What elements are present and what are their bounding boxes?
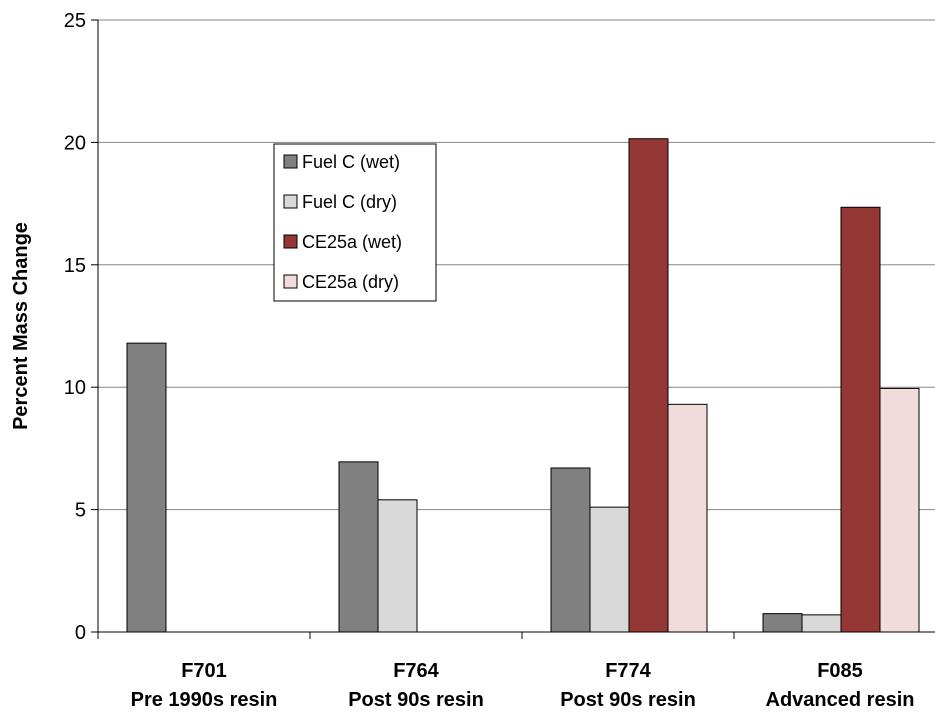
y-tick-label: 5 (75, 500, 86, 522)
x-tick-label: Advanced resin (766, 689, 915, 711)
legend-swatch (283, 234, 298, 249)
y-tick-label: 20 (64, 132, 86, 154)
bar (550, 467, 591, 633)
y-tick-labels: 0 5 10 15 20 25 (64, 10, 86, 644)
bar (879, 387, 920, 633)
bar (628, 138, 669, 633)
legend-entry: CE25a (wet) (302, 232, 402, 252)
bar (338, 461, 379, 633)
legend-entry: Fuel C (dry) (302, 192, 397, 212)
y-tick-label: 25 (64, 10, 86, 32)
legend: Fuel C (wet) Fuel C (dry) CE25a (wet) CE25a… (273, 143, 437, 302)
axes (91, 19, 935, 639)
bar (589, 506, 630, 633)
x-tick-label: F701 (181, 660, 227, 682)
x-tick-label: F774 (605, 660, 651, 682)
bar (801, 614, 842, 633)
y-tick-label: 15 (64, 255, 86, 277)
legend-swatch (283, 274, 298, 289)
x-category-labels: F701 Pre 1990s resin F764 Post 90s resin F77… (131, 660, 915, 711)
legend-entry: Fuel C (wet) (302, 152, 400, 172)
x-tick-label: F764 (393, 660, 439, 682)
y-axis-title: Percent Mass Change (10, 222, 32, 430)
y-tick-label: 0 (75, 622, 86, 644)
y-tick-label: 10 (64, 377, 86, 399)
x-tick-label: F085 (817, 660, 863, 682)
x-tick-label: Post 90s resin (560, 689, 696, 711)
bar (762, 613, 803, 633)
gridlines (98, 19, 935, 511)
bar (667, 403, 708, 633)
legend-swatch (283, 154, 298, 169)
bar (126, 342, 167, 633)
x-tick-label: Post 90s resin (348, 689, 484, 711)
legend-box (273, 143, 437, 302)
bar (840, 206, 881, 633)
legend-swatch (283, 194, 298, 209)
bars (126, 138, 920, 633)
x-tick-label: Pre 1990s resin (131, 689, 278, 711)
bar (377, 499, 418, 633)
legend-entry: CE25a (dry) (302, 272, 399, 292)
